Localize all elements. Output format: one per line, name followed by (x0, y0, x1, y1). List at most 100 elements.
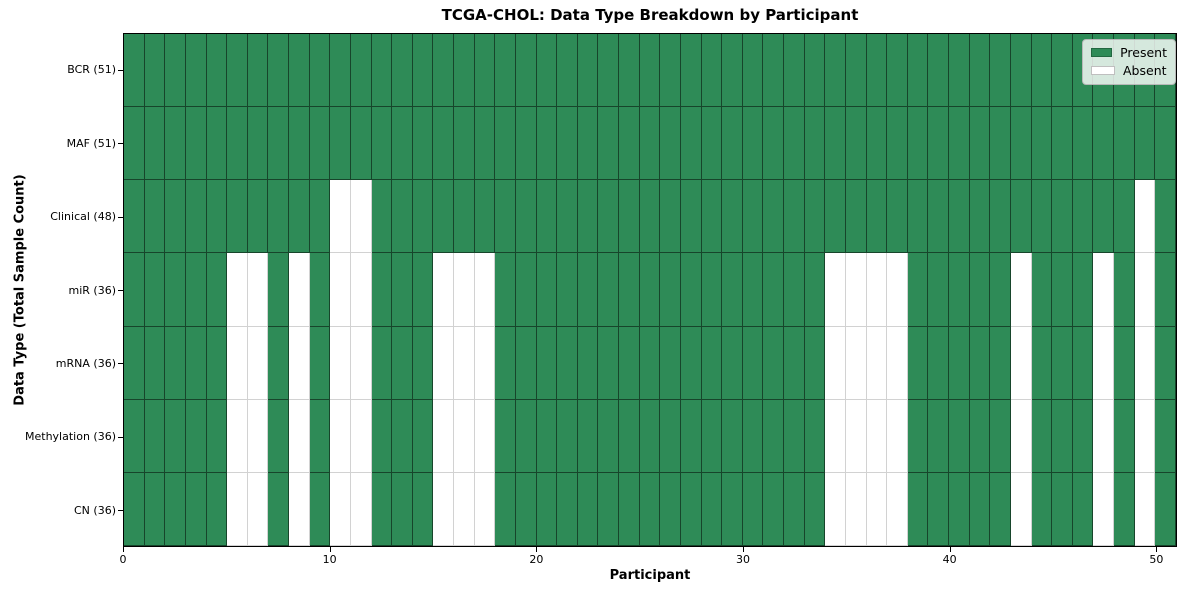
y-tick-label: BCR (51) (67, 63, 116, 77)
heatmap-cell (639, 326, 661, 400)
heatmap-cell (268, 326, 290, 400)
heatmap-cell (557, 399, 578, 473)
heatmap-cell (928, 107, 950, 181)
heatmap-cell (1155, 107, 1176, 181)
heatmap-cell (887, 472, 908, 546)
heatmap-cell (247, 253, 269, 327)
heatmap-cell (619, 399, 640, 473)
heatmap-cell (371, 34, 393, 108)
heatmap-cell (1010, 326, 1032, 400)
heatmap-cell (185, 472, 207, 546)
heatmap-cell (309, 34, 331, 108)
heatmap-cell (825, 34, 846, 108)
heatmap-cell (268, 253, 290, 327)
heatmap-cell (804, 107, 826, 181)
legend-item-absent: Absent (1091, 63, 1167, 78)
heatmap-cell (907, 180, 929, 254)
heatmap-cell (433, 326, 455, 400)
heatmap-cell (928, 326, 950, 400)
heatmap-cell (289, 107, 310, 181)
heatmap-cell (742, 180, 764, 254)
heatmap-cell (1031, 326, 1053, 400)
heatmap-cell (660, 253, 681, 327)
heatmap-cell (680, 326, 702, 400)
heatmap-cell (598, 399, 620, 473)
heatmap-cell (701, 472, 723, 546)
heatmap-cell (990, 326, 1011, 400)
heatmap-cell (412, 326, 434, 400)
heatmap-cell (557, 180, 578, 254)
heatmap-cell (206, 34, 228, 108)
heatmap-cell (722, 253, 743, 327)
heatmap-cell (165, 326, 186, 400)
heatmap-cell (619, 326, 640, 400)
heatmap-cell (907, 399, 929, 473)
heatmap-cell (804, 399, 826, 473)
heatmap-cell (227, 34, 248, 108)
heatmap-cell (660, 180, 681, 254)
heatmap-cell (289, 472, 310, 546)
heatmap-cell (1114, 107, 1135, 181)
heatmap-cell (887, 253, 908, 327)
heatmap-cell (825, 399, 846, 473)
heatmap-cell (309, 326, 331, 400)
legend-label-present: Present (1120, 45, 1167, 60)
heatmap-cell (536, 107, 558, 181)
heatmap-cell (165, 180, 186, 254)
heatmap-cell (474, 107, 496, 181)
heatmap-cell (412, 34, 434, 108)
heatmap-cell (1031, 472, 1053, 546)
heatmap-cell (350, 472, 372, 546)
heatmap-cell (247, 107, 269, 181)
heatmap-cell (928, 180, 950, 254)
heatmap-cell (247, 326, 269, 400)
heatmap-cell (495, 253, 516, 327)
heatmap-cell (804, 472, 826, 546)
heatmap-cell (907, 107, 929, 181)
heatmap-cell (165, 472, 186, 546)
heatmap-cell (124, 399, 145, 473)
heatmap-cell (165, 107, 186, 181)
heatmap-cell (474, 34, 496, 108)
heatmap-cell (1134, 399, 1156, 473)
heatmap-cell (515, 107, 537, 181)
heatmap-cell (619, 180, 640, 254)
y-tick-label: MAF (51) (66, 136, 116, 150)
heatmap-cell (412, 180, 434, 254)
heatmap-cell (371, 472, 393, 546)
heatmap-cell (1093, 326, 1115, 400)
heatmap-cell (784, 326, 805, 400)
heatmap-cell (619, 253, 640, 327)
heatmap-cell (660, 107, 681, 181)
heatmap-cell (825, 180, 846, 254)
heatmap-cell (887, 34, 908, 108)
heatmap-cell (206, 472, 228, 546)
heatmap-cell (474, 399, 496, 473)
heatmap-cell (639, 180, 661, 254)
heatmap-cell (557, 34, 578, 108)
y-tick-label: mRNA (36) (55, 356, 116, 370)
heatmap-cell (185, 253, 207, 327)
y-tick-label: CN (36) (74, 503, 116, 517)
heatmap-cell (309, 399, 331, 473)
heatmap-cell (227, 253, 248, 327)
heatmap-cell (722, 326, 743, 400)
heatmap-cell (1155, 472, 1176, 546)
heatmap-cell (577, 180, 599, 254)
heatmap-cell (1072, 253, 1094, 327)
heatmap-cell (701, 326, 723, 400)
x-tick-mark (536, 547, 538, 552)
heatmap-cell (330, 107, 351, 181)
heatmap-cell (866, 107, 888, 181)
heatmap-cell (495, 472, 516, 546)
heatmap-cell (907, 34, 929, 108)
heatmap-cell (742, 253, 764, 327)
heatmap-cell (866, 253, 888, 327)
heatmap-cell (784, 253, 805, 327)
heatmap-cell (804, 253, 826, 327)
heatmap-cell (742, 34, 764, 108)
heatmap-cell (866, 399, 888, 473)
heatmap-cell (227, 180, 248, 254)
heatmap-cell (577, 472, 599, 546)
heatmap-cell (392, 472, 413, 546)
